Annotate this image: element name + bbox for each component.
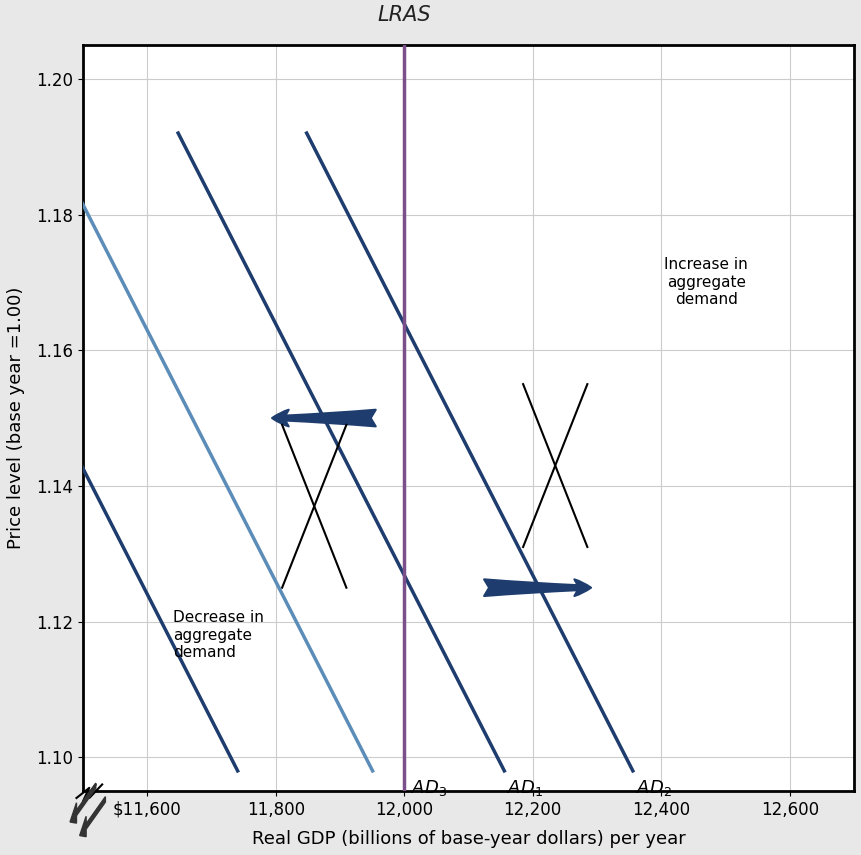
Text: Decrease in
aggregate
demand: Decrease in aggregate demand <box>173 610 263 660</box>
X-axis label: Real GDP (billions of base-year dollars) per year: Real GDP (billions of base-year dollars)… <box>251 830 685 848</box>
Text: LRAS: LRAS <box>377 4 431 25</box>
Text: $AD_2$: $AD_2$ <box>635 778 672 798</box>
Text: $AD_1$: $AD_1$ <box>507 778 543 798</box>
Text: $AD_3$: $AD_3$ <box>411 778 447 798</box>
FancyArrow shape <box>70 783 96 823</box>
FancyArrow shape <box>80 797 105 837</box>
Y-axis label: Price level (base year =1.00): Price level (base year =1.00) <box>7 287 25 549</box>
Text: Increase in
aggregate
demand: Increase in aggregate demand <box>665 257 748 307</box>
